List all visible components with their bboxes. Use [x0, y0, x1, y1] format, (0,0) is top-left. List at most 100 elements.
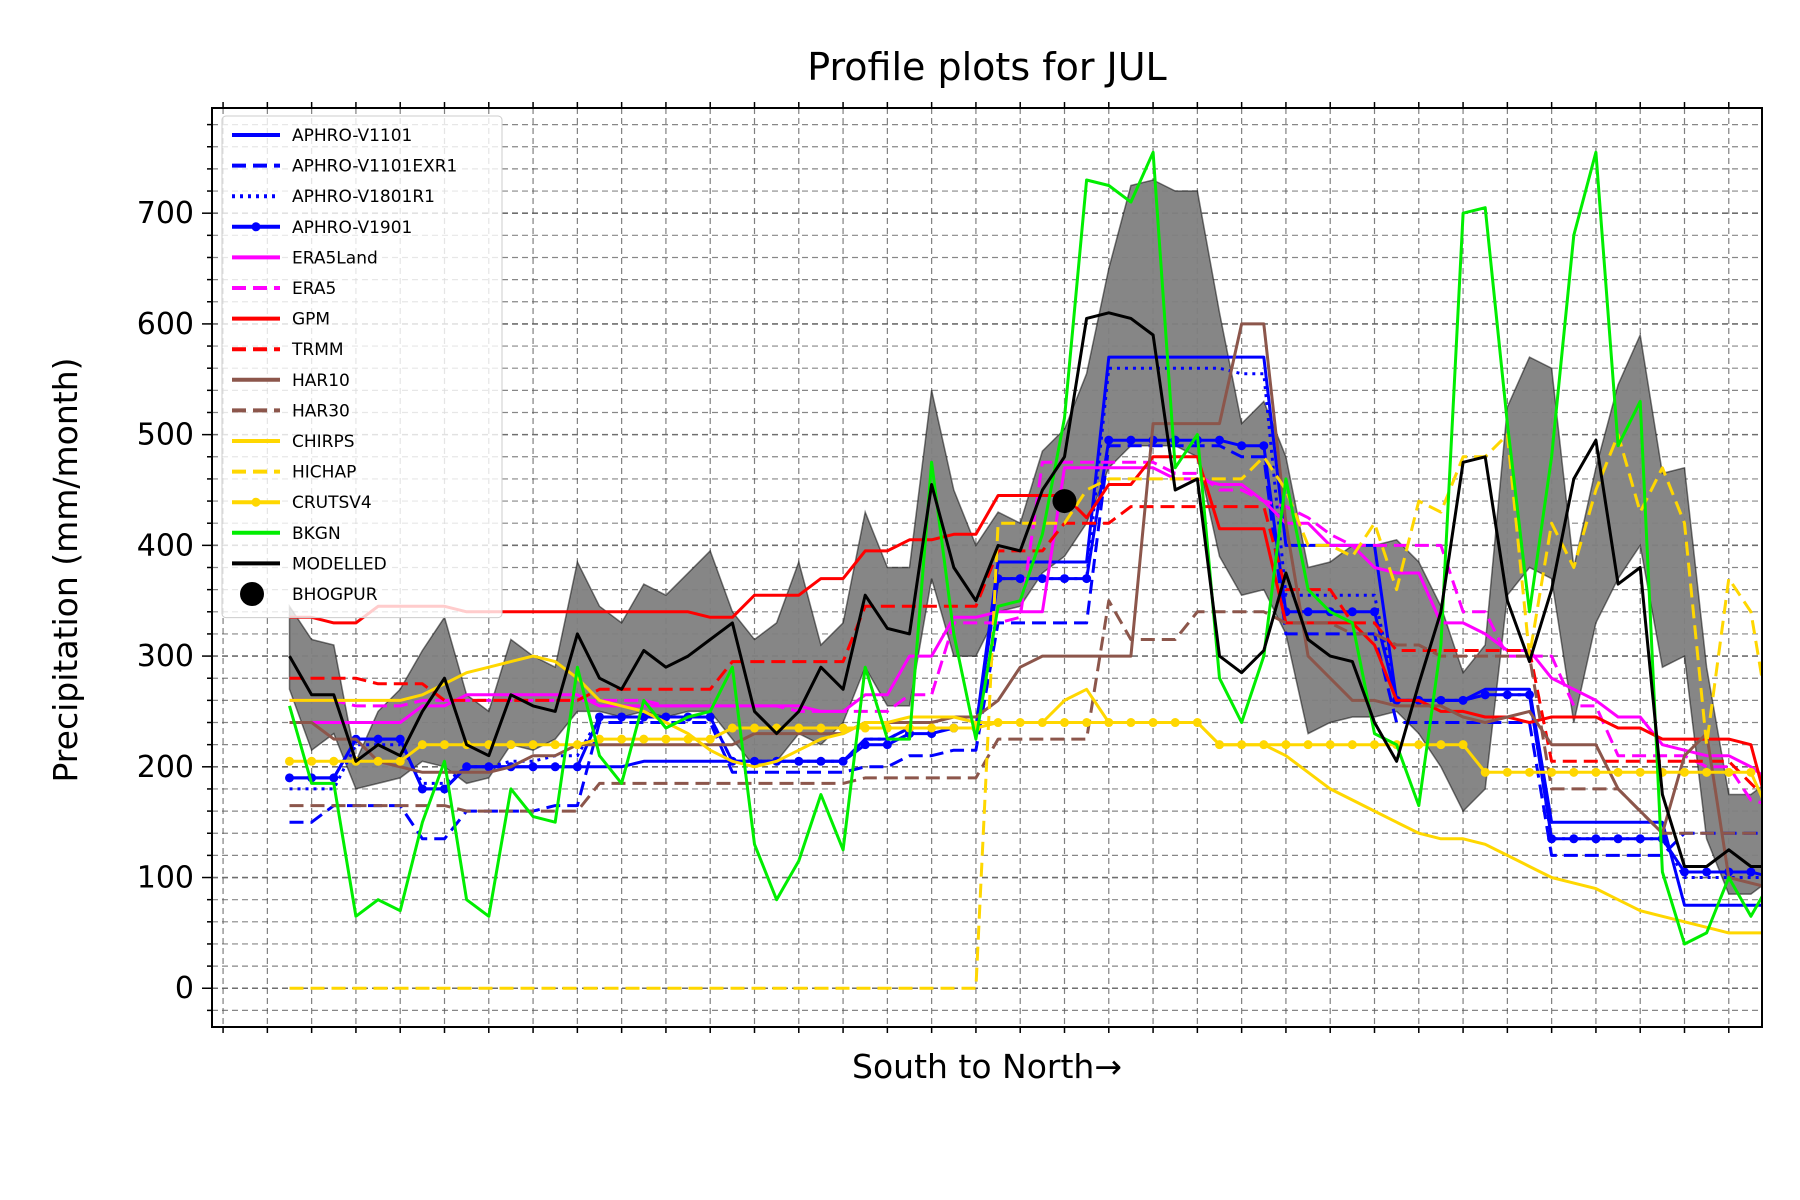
series-point: [1746, 867, 1756, 877]
legend-entry: MODELLED: [232, 554, 387, 574]
series-har10: [289, 322, 1762, 888]
series-point: [1170, 718, 1180, 728]
legend-label: HAR10: [292, 371, 350, 391]
legend-entry: APHRO-V1101EXR1: [232, 157, 457, 177]
series-point: [1702, 767, 1712, 777]
series-point: [1613, 767, 1623, 777]
series-point: [1082, 574, 1092, 584]
series-point: [1547, 767, 1557, 777]
series-point: [1148, 718, 1158, 728]
series-point: [1569, 767, 1579, 777]
series-point: [1769, 873, 1778, 882]
legend-entry: ERA5: [232, 279, 336, 299]
series-point: [1436, 740, 1446, 750]
series-point: [1724, 767, 1734, 777]
series-point: [373, 756, 383, 766]
series-point: [1458, 695, 1468, 705]
series-point: [927, 723, 937, 733]
series-point: [1370, 740, 1379, 750]
series-point: [1635, 834, 1645, 844]
series-point: [528, 762, 538, 772]
series-point: [329, 756, 339, 766]
series-point: [1702, 867, 1712, 877]
series-point: [1281, 740, 1291, 750]
series-point: [639, 712, 649, 722]
series-point: [1791, 873, 1800, 882]
series-line: [289, 466, 1762, 777]
point-bhogpur: [1052, 489, 1077, 514]
series-point: [1126, 435, 1136, 445]
legend-entry: HAR10: [232, 371, 350, 391]
legend-label: CHIRPS: [292, 432, 355, 452]
series-point: [285, 756, 294, 766]
series-line: [288, 150, 1762, 946]
legend-label: HICHAP: [292, 463, 356, 483]
series-point: [949, 723, 959, 733]
series-point: [1015, 718, 1025, 728]
series-point: [1215, 435, 1224, 445]
y-tick-label: 200: [137, 750, 194, 785]
y-tick-label: 600: [137, 307, 194, 342]
legend-entry: CRUTSV4: [232, 493, 372, 513]
series-point: [329, 773, 339, 783]
series-point: [595, 712, 604, 722]
series-point: [705, 734, 715, 744]
points-group: [1052, 489, 1077, 514]
series-point: [1547, 834, 1557, 844]
legend-marker: [251, 222, 261, 232]
legend-label: TRMM: [291, 340, 344, 360]
legend-entry: GPM: [232, 310, 330, 330]
series-point: [1325, 740, 1335, 750]
series-line: [288, 311, 1762, 868]
series-point: [816, 756, 826, 766]
legend-label: APHRO-V1901: [292, 218, 412, 238]
series-point: [1215, 740, 1224, 750]
legend-entry: APHRO-V1101: [232, 126, 412, 146]
series-line: [289, 599, 1762, 835]
series-point: [1769, 818, 1778, 827]
series-point: [1082, 718, 1092, 728]
series-point: [1502, 767, 1512, 777]
y-axis-label: Precipitation (mm/month): [46, 357, 85, 782]
series-point: [1192, 718, 1202, 728]
series-point: [1480, 767, 1490, 777]
series-point: [727, 723, 737, 733]
series-point: [484, 762, 494, 772]
series-point: [838, 756, 848, 766]
series-point: [1015, 574, 1025, 584]
series-point: [1591, 767, 1601, 777]
series-point: [1414, 740, 1424, 750]
series-point: [617, 734, 627, 744]
series-point: [285, 773, 294, 783]
series-point: [1259, 441, 1269, 451]
series-point: [882, 740, 892, 750]
series-aphro-v1101exr1: [289, 444, 1762, 857]
series-point: [1525, 690, 1534, 700]
series-point: [417, 740, 427, 750]
series-point: [750, 723, 759, 733]
series-point: [1791, 818, 1800, 827]
legend-label: ERA5Land: [292, 248, 378, 268]
chart-title: Profile plots for JUL: [807, 45, 1166, 89]
series-point: [1480, 690, 1490, 700]
series-point: [1237, 441, 1247, 451]
series-line: [289, 322, 1762, 888]
series-point: [661, 734, 671, 744]
series-point: [1060, 718, 1069, 728]
legend-label: MODELLED: [292, 554, 387, 574]
series-point: [1680, 867, 1689, 877]
series-point: [395, 734, 405, 744]
y-tick-label: 400: [137, 528, 194, 563]
series-point: [1104, 718, 1114, 728]
x-axis-label: South to North→: [852, 1047, 1122, 1086]
series-point: [1591, 834, 1601, 844]
legend-label: CRUTSV4: [292, 493, 372, 513]
legend-label: HAR30: [292, 401, 350, 421]
legend-entry: BKGN: [232, 524, 341, 544]
legend-entry: TRMM: [232, 340, 344, 360]
series-point: [860, 723, 870, 733]
series-point: [1613, 834, 1623, 844]
y-tick-label: 300: [137, 639, 194, 674]
legend-entry: BHOGPUR: [240, 582, 378, 606]
